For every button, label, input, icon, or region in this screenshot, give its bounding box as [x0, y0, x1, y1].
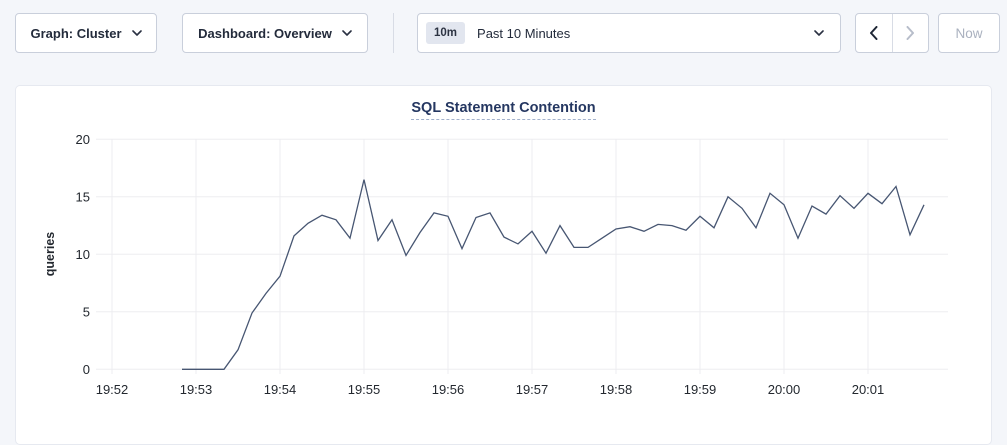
chevron-down-icon [814, 30, 824, 36]
x-tick-label: 19:59 [684, 382, 717, 397]
chevron-down-icon [131, 30, 142, 36]
chevron-right-icon [906, 26, 915, 40]
chevron-left-icon [869, 26, 878, 40]
series-line [182, 179, 925, 370]
y-tick-label: 5 [83, 304, 90, 319]
x-tick-label: 19:56 [432, 382, 465, 397]
toolbar-divider [393, 13, 394, 53]
x-tick-label: 20:00 [768, 382, 801, 397]
y-tick-label: 0 [83, 362, 90, 377]
now-button[interactable]: Now [938, 13, 1000, 53]
dashboard-dropdown-label: Dashboard: Overview [198, 25, 332, 41]
time-range-selector[interactable]: 10m Past 10 Minutes [417, 13, 841, 53]
x-tick-label: 19:55 [348, 382, 381, 397]
x-tick-label: 20:01 [852, 382, 885, 397]
now-button-label: Now [955, 25, 983, 41]
y-axis-title: queries [43, 232, 57, 277]
chevron-down-icon [342, 30, 352, 36]
time-range-nav [855, 13, 929, 53]
x-tick-label: 19:54 [264, 382, 297, 397]
x-tick-label: 19:58 [600, 382, 633, 397]
chart-card: SQL Statement Contention 0 5 10 15 20 19:52 19… [15, 85, 992, 445]
x-tick-label: 19:53 [180, 382, 213, 397]
prev-range-button[interactable] [856, 14, 892, 52]
time-range-label: Past 10 Minutes [477, 25, 571, 41]
sql-contention-line-chart[interactable]: 0 5 10 15 20 19:52 19:53 19:54 19:55 19:56 19:57 19… [16, 86, 993, 433]
graph-dropdown-label: Graph: Cluster [30, 25, 122, 41]
y-tick-label: 15 [76, 189, 90, 204]
graph-dropdown[interactable]: Graph: Cluster [15, 13, 157, 53]
x-tick-label: 19:52 [96, 382, 129, 397]
chart-title-wrap: SQL Statement Contention [16, 99, 991, 120]
y-tick-label: 20 [76, 132, 90, 147]
next-range-button[interactable] [891, 14, 929, 52]
chart-title[interactable]: SQL Statement Contention [411, 100, 596, 120]
time-window-badge: 10m [426, 22, 466, 44]
dashboard-dropdown[interactable]: Dashboard: Overview [182, 13, 368, 53]
x-tick-label: 19:57 [516, 382, 549, 397]
y-tick-label: 10 [76, 247, 90, 262]
